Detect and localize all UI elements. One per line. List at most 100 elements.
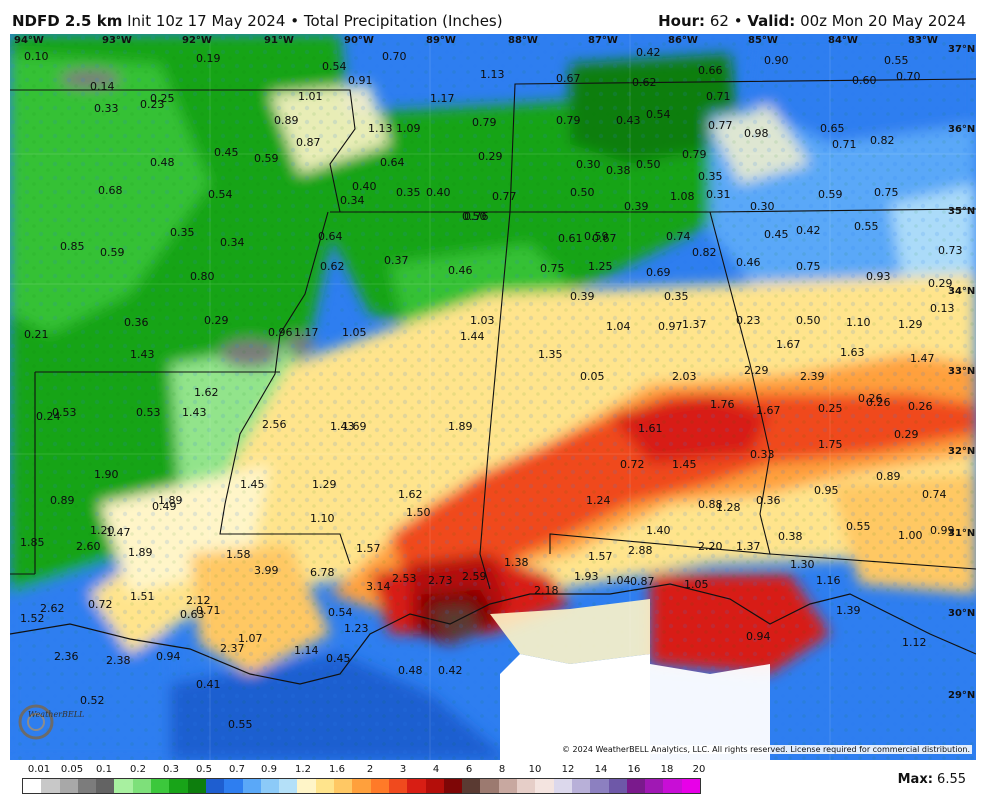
colorbar-cell — [59, 779, 78, 793]
precip-value-label: 0.38 — [778, 530, 803, 543]
precip-value-label: 0.53 — [52, 406, 77, 419]
precip-value-label: 0.59 — [100, 246, 125, 259]
precip-value-label: 1.00 — [898, 529, 923, 542]
latitude-label: 36°N — [948, 124, 975, 135]
precip-value-label: 0.50 — [462, 210, 487, 223]
precip-value-label: 1.43 — [330, 420, 355, 433]
precip-value-label: 0.75 — [796, 260, 821, 273]
precip-value-label: 0.74 — [666, 230, 691, 243]
product-name: Total Precipitation (Inches) — [303, 12, 503, 30]
precip-value-label: 0.14 — [90, 80, 115, 93]
latitude-label: 35°N — [948, 206, 975, 217]
colorbar-cell — [626, 779, 646, 793]
colorbar-cell — [407, 779, 426, 793]
precip-value-label: 1.07 — [238, 632, 263, 645]
precip-value-label: 0.23 — [736, 314, 761, 327]
precip-value-label: 2.62 — [40, 602, 65, 615]
colorbar-cell — [462, 779, 481, 793]
precip-value-label: 1.89 — [128, 546, 153, 559]
precip-value-label: 0.64 — [380, 156, 405, 169]
precip-value-label: 0.36 — [756, 494, 781, 507]
precip-value-label: 0.38 — [606, 164, 631, 177]
colorbar-cell — [645, 779, 664, 793]
max-value-block: Max: 6.55 — [898, 772, 966, 787]
precip-value-label: 1.04 — [606, 320, 631, 333]
precip-value-label: 0.64 — [318, 230, 343, 243]
colorbar-tick-label: 0.05 — [60, 764, 84, 775]
precip-value-label: 0.33 — [94, 102, 119, 115]
colorbar-cell — [242, 779, 261, 793]
precip-value-label: 1.17 — [294, 326, 319, 339]
precip-value-label: 1.51 — [130, 590, 155, 603]
precip-value-label: 0.37 — [384, 254, 409, 267]
colorbar-cell — [96, 779, 115, 793]
precip-value-label: 0.26 — [908, 400, 933, 413]
precip-value-label: 1.67 — [756, 404, 781, 417]
colorbar-cell — [480, 779, 499, 793]
precip-value-label: 0.79 — [556, 114, 581, 127]
colorbar-cell — [663, 779, 682, 793]
latitude-label: 33°N — [948, 366, 975, 377]
precip-value-label: 1.89 — [158, 494, 183, 507]
precip-value-label: 1.01 — [298, 90, 323, 103]
precip-value-label: 0.53 — [136, 406, 161, 419]
colorbar-tick-label: 0.1 — [96, 764, 112, 775]
gulf-nodata — [500, 654, 650, 760]
precip-value-label: 0.77 — [708, 119, 733, 132]
precip-value-label: 0.71 — [706, 90, 731, 103]
precip-value-label: 0.29 — [204, 314, 229, 327]
precip-value-label: 0.31 — [706, 188, 731, 201]
precip-value-label: 0.36 — [124, 316, 149, 329]
precip-value-label: 2.03 — [672, 370, 697, 383]
title: NDFD 2.5 km Init 10z 17 May 2024 • Total… — [12, 12, 503, 30]
precip-value-label: 1.13 — [480, 68, 505, 81]
precip-value-label: 0.40 — [426, 186, 451, 199]
precip-value-label: 1.05 — [342, 326, 367, 339]
precip-value-label: 0.71 — [832, 138, 857, 151]
colorbar-tick-label: 1.6 — [329, 764, 345, 775]
offshore-band — [490, 599, 650, 664]
precip-value-label: 0.39 — [624, 200, 649, 213]
precip-value-label: 1.29 — [898, 318, 923, 331]
precip-value-label: 1.10 — [846, 316, 871, 329]
precip-value-label: 0.80 — [190, 270, 215, 283]
colorbar-cell — [608, 779, 627, 793]
precip-value-label: 0.35 — [396, 186, 421, 199]
precip-value-label: 1.30 — [790, 558, 815, 571]
precip-value-label: 0.45 — [214, 146, 239, 159]
colorbar-tick-label: 6 — [465, 764, 473, 775]
logo-swirl-icon — [18, 704, 54, 740]
precip-value-label: 2.88 — [628, 544, 653, 557]
precip-value-label: 2.38 — [106, 654, 131, 667]
precip-value-label: 1.62 — [194, 386, 219, 399]
precip-value-label: 0.46 — [448, 264, 473, 277]
colorbar-cell — [590, 779, 609, 793]
precip-value-label: 1.12 — [902, 636, 927, 649]
colorbar-tick-label: 8 — [498, 764, 506, 775]
precip-value-label: 0.75 — [874, 186, 899, 199]
header-bar: NDFD 2.5 km Init 10z 17 May 2024 • Total… — [0, 0, 984, 34]
longitude-label: 86°W — [668, 35, 698, 46]
precip-value-label: 0.93 — [866, 270, 891, 283]
precip-value-label: 1.57 — [356, 542, 381, 555]
colorbar-tick-label: 2 — [366, 764, 374, 775]
precip-value-label: 0.29 — [478, 150, 503, 163]
colorbar-cell — [77, 779, 97, 793]
colorbar-cell — [443, 779, 463, 793]
precip-value-label: 0.75 — [540, 262, 565, 275]
longitude-label: 85°W — [748, 35, 778, 46]
precip-value-label: 0.40 — [352, 180, 377, 193]
precip-map[interactable]: 94°W 93°W 92°W 91°W 90°W 89°W 88°W 87°W 86°W 85°W… — [10, 34, 976, 760]
colorbar-tick-label: 12 — [561, 764, 575, 775]
precip-value-label: 1.93 — [574, 570, 599, 583]
coord-labels: 94°W 93°W 92°W 91°W 90°W 89°W 88°W 87°W 86°W 85°W… — [14, 35, 975, 701]
colorbar-tick-label: 0.9 — [261, 764, 277, 775]
precip-value-label: 0.89 — [50, 494, 75, 507]
precip-value-label: 0.73 — [938, 244, 963, 257]
colorbar-cell — [535, 779, 554, 793]
colorbar-cell — [151, 779, 170, 793]
colorbar-cell — [352, 779, 371, 793]
precip-value-label: 0.97 — [658, 320, 683, 333]
coastline — [10, 583, 976, 685]
precip-value-label: 2.20 — [698, 540, 723, 553]
